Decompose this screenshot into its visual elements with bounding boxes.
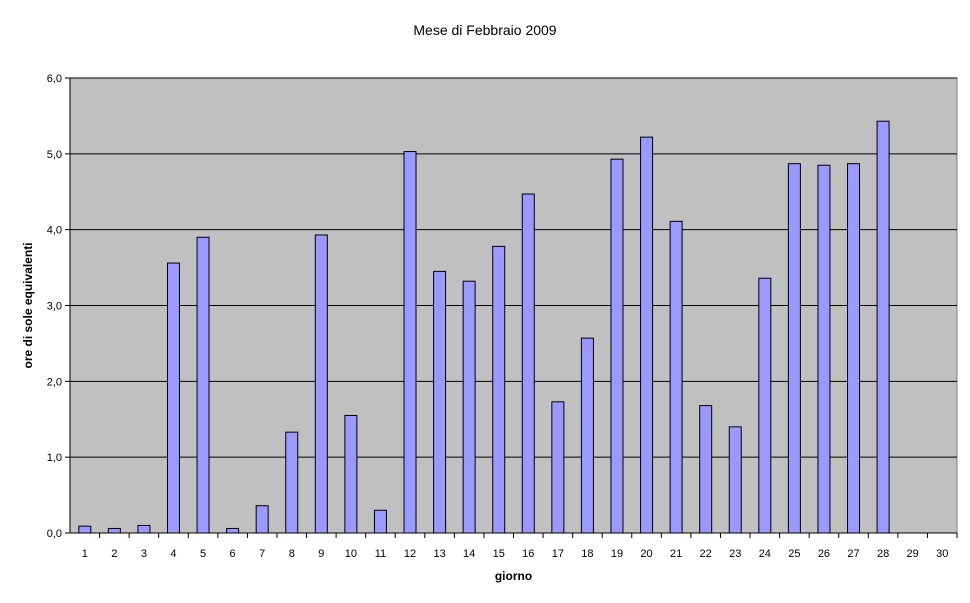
x-tick-label: 24: [759, 548, 771, 560]
x-tick-label: 29: [907, 548, 919, 560]
y-tick-label: 6,0: [47, 73, 62, 85]
x-tick-label: 14: [463, 548, 475, 560]
bar-day-26: [817, 164, 831, 534]
x-tick-label: 22: [700, 548, 712, 560]
bar-day-20: [640, 136, 654, 534]
x-tick-label: 1: [82, 548, 88, 560]
x-tick-label: 19: [611, 548, 623, 560]
x-tick-labels: 1 2 3 4 5 6 7 8 9 10 11 12 13 14 15 16 17 18 19 20 21 22 23 24 2…: [82, 548, 949, 560]
x-tick-label: 26: [818, 548, 830, 560]
x-tick-label: 21: [670, 548, 682, 560]
bar-day-21: [669, 220, 683, 534]
x-tick-label: 3: [141, 548, 147, 560]
y-tick-label: 4,0: [47, 225, 62, 237]
x-tick-label: 30: [936, 548, 948, 560]
bar-day-25: [787, 163, 801, 534]
y-tick-label: 1,0: [47, 452, 62, 464]
x-tick-label: 18: [581, 548, 593, 560]
bar-day-3: [137, 524, 151, 534]
x-tick-label: 8: [289, 548, 295, 560]
bar-day-23: [728, 426, 742, 534]
bar-day-2: [107, 527, 121, 534]
x-tick-label: 13: [433, 548, 445, 560]
bar-day-15: [492, 245, 506, 534]
bar-day-12: [403, 151, 417, 534]
x-tick-label: 25: [788, 548, 800, 560]
y-tick-label: 3,0: [47, 301, 62, 313]
bar-day-10: [344, 414, 358, 534]
x-axis-title: giorno: [495, 569, 532, 583]
bar-day-13: [433, 270, 447, 534]
x-tick-label: 4: [170, 548, 176, 560]
bar-day-22: [699, 405, 713, 534]
bar-day-19: [610, 158, 624, 534]
y-tick-label: 5,0: [47, 149, 62, 161]
axes: [65, 77, 958, 538]
bar-day-7: [255, 505, 269, 534]
x-tick-label: 11: [375, 548, 386, 560]
x-tick-label: 17: [552, 548, 564, 560]
y-tick-label: 2,0: [47, 376, 62, 388]
bar-day-11: [373, 509, 387, 534]
bar-day-17: [551, 401, 565, 534]
bar-day-27: [847, 163, 861, 534]
y-tick-label: 0,0: [47, 528, 62, 540]
x-tick-label: 27: [847, 548, 859, 560]
bar-day-9: [314, 234, 328, 534]
bar-day-5: [196, 236, 210, 534]
x-tick-label: 28: [877, 548, 889, 560]
x-tick-label: 16: [522, 548, 534, 560]
x-tick-label: 2: [111, 548, 117, 560]
x-tick-label: 9: [318, 548, 324, 560]
x-tick-label: 12: [404, 548, 416, 560]
bar-day-16: [521, 193, 535, 534]
bar-day-18: [580, 337, 594, 534]
x-tick-label: 6: [230, 548, 236, 560]
bar-day-14: [462, 280, 476, 534]
bar-day-1: [78, 525, 92, 534]
x-tick-label: 7: [259, 548, 265, 560]
bar-day-6: [226, 527, 240, 534]
bar-day-24: [758, 277, 772, 534]
bar-day-4: [166, 262, 180, 534]
x-tick-label: 23: [729, 548, 741, 560]
y-tick-labels: 0,0 1,0 2,0 3,0 4,0 5,0 6,0: [47, 73, 62, 540]
bar-day-28: [876, 120, 890, 534]
bar-day-8: [285, 431, 299, 534]
y-axis-title: ore di sole equivalenti: [21, 242, 35, 368]
gridlines: [70, 77, 957, 458]
x-tick-label: 20: [640, 548, 652, 560]
x-tick-label: 10: [345, 548, 357, 560]
x-tick-label: 15: [493, 548, 505, 560]
x-tick-label: 5: [200, 548, 206, 560]
chart-title: Mese di Febbraio 2009: [413, 22, 557, 38]
